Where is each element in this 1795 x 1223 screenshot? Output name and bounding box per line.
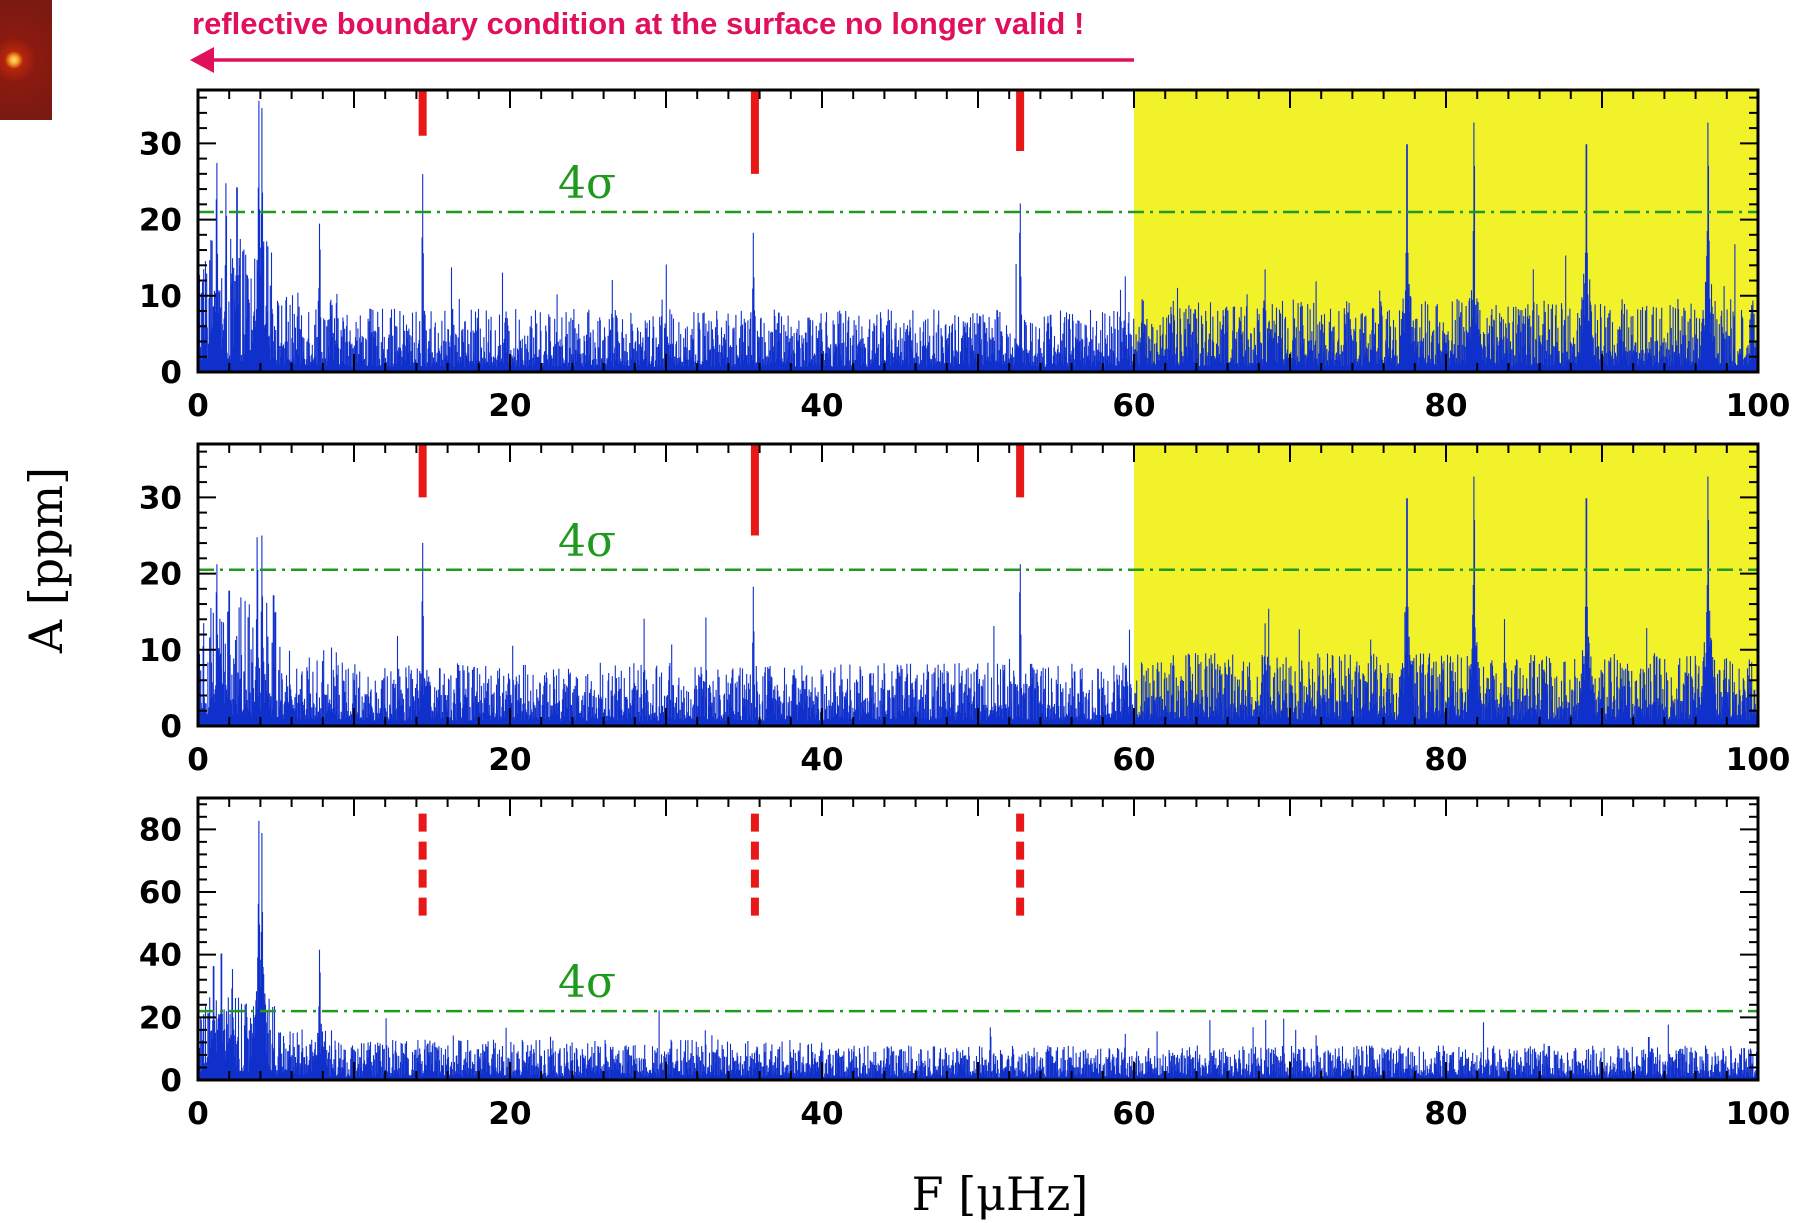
panel-1-x-tick-label: 40	[800, 388, 843, 424]
annotation-group: reflective boundary condition at the sur…	[190, 6, 1134, 73]
panel-2-x-tick-label: 40	[800, 742, 843, 778]
panel-3-frame	[196, 796, 1760, 1082]
panel-3-y-tick-label: 40	[139, 938, 182, 974]
panel-1-y-tick-label: 20	[139, 203, 182, 239]
panel-3-x-tick-label: 0	[187, 1096, 209, 1132]
panel-1-x-tick-label: 100	[1726, 388, 1791, 424]
boundary-annotation-text: reflective boundary condition at the sur…	[192, 6, 1084, 41]
panel-3-spectrum	[198, 820, 1758, 1080]
panel-1: 4σ 0 20 40 60 80 100 0 10 20 30	[139, 88, 1791, 424]
panel-1-y-tick-label: 10	[139, 279, 182, 315]
panel-2-y-tick-label: 0	[160, 709, 182, 745]
panel-1-y-tick-label: 0	[160, 355, 182, 391]
panel-2: 4σ 0 20 40 60 80 100 0 10 20 30	[139, 442, 1791, 778]
panel-1-x-tick-label: 60	[1112, 388, 1155, 424]
panel-2-x-tick-label: 0	[187, 742, 209, 778]
panels-group: 4σ 0 20 40 60 80 100 0 10 20 30 4σ 0 20 40 60 80 100 0 10 20…	[139, 88, 1791, 1132]
panel-2-x-tick-label: 60	[1112, 742, 1155, 778]
panel-2-x-tick-label: 100	[1726, 742, 1791, 778]
panel-3-y-tick-label: 0	[160, 1063, 182, 1099]
panel-2-x-tick-label: 20	[488, 742, 531, 778]
panel-2-y-tick-label: 10	[139, 633, 182, 669]
panel-3-x-tick-label: 100	[1726, 1096, 1791, 1132]
panel-1-y-tick-label: 30	[139, 126, 182, 162]
panel-1-threshold-label: 4σ	[558, 158, 616, 209]
panel-3-threshold-label: 4σ	[558, 957, 616, 1008]
panel-3-x-tick-label: 80	[1424, 1096, 1467, 1132]
panel-2-y-tick-label: 30	[139, 480, 182, 516]
boundary-annotation-arrow-head	[190, 47, 214, 73]
panel-3-y-tick-label: 80	[139, 812, 182, 848]
panel-1-x-tick-label: 20	[488, 388, 531, 424]
y-axis-label: A [ppm]	[19, 467, 73, 654]
panel-2-threshold-label: 4σ	[558, 516, 616, 567]
panel-3-x-tick-label: 40	[800, 1096, 843, 1132]
panel-3-x-tick-label: 20	[488, 1096, 531, 1132]
panel-1-x-tick-label: 80	[1424, 388, 1467, 424]
panel-3-x-tick-label: 60	[1112, 1096, 1155, 1132]
panel-3-y-tick-label: 20	[139, 1000, 182, 1036]
panel-1-x-tick-label: 0	[187, 388, 209, 424]
panel-2-y-tick-label: 20	[139, 557, 182, 593]
panel-3: 4σ 0 20 40 60 80 100 0 20 40 60 80	[139, 796, 1791, 1132]
panel-3-y-tick-label: 60	[139, 875, 182, 911]
panel-2-x-tick-label: 80	[1424, 742, 1467, 778]
panel-1-shaded-region	[1134, 90, 1758, 372]
x-axis-label: F [μHz]	[912, 1167, 1089, 1221]
star-thumbnail-image	[0, 0, 52, 120]
